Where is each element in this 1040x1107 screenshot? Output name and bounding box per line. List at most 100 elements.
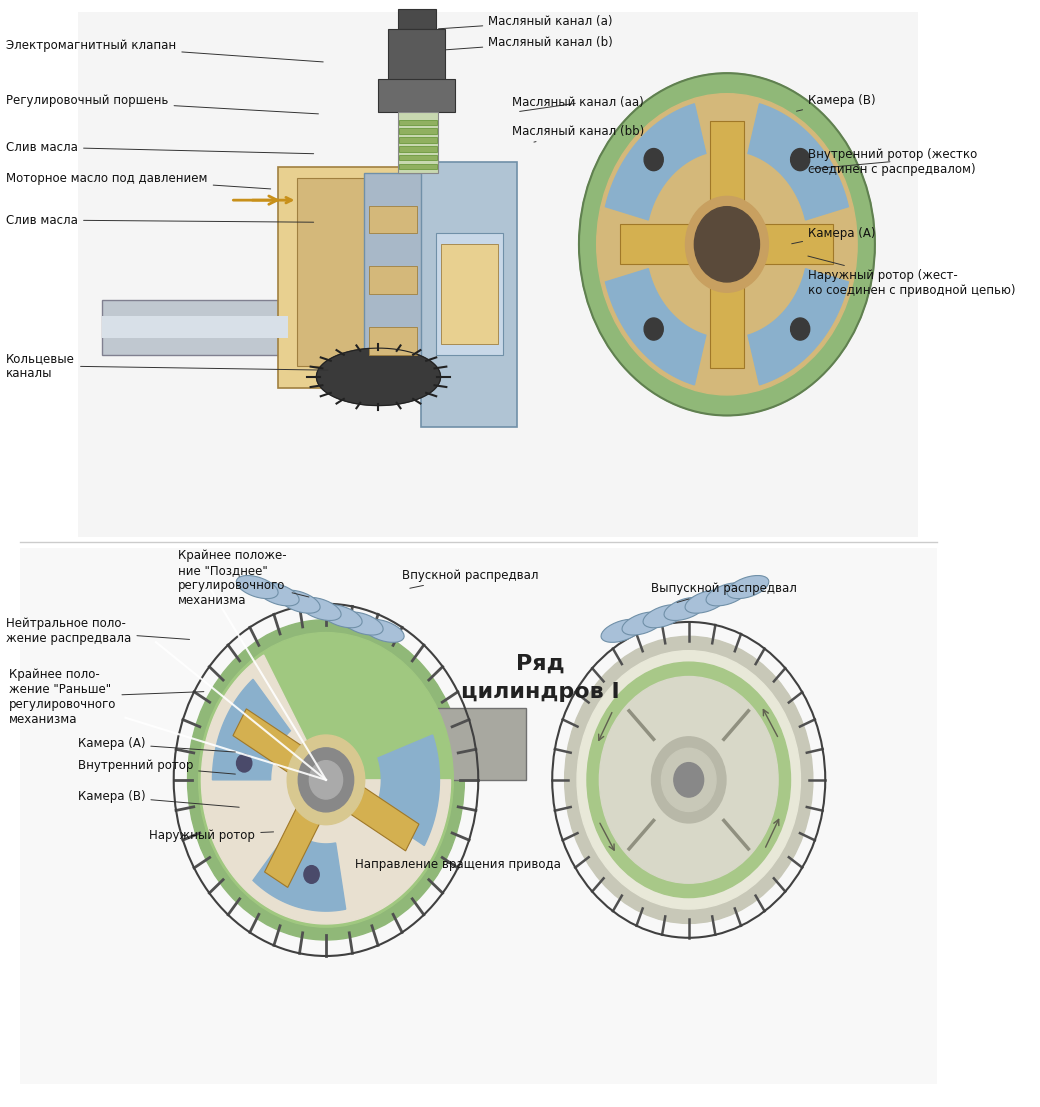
Text: Масляный канал (bb): Масляный канал (bb): [512, 125, 645, 142]
FancyBboxPatch shape: [388, 29, 445, 84]
FancyBboxPatch shape: [102, 300, 288, 354]
Text: Камера (В): Камера (В): [797, 94, 876, 111]
FancyBboxPatch shape: [398, 120, 437, 125]
Ellipse shape: [279, 590, 320, 613]
Circle shape: [685, 196, 769, 292]
Text: Камера (А): Камера (А): [78, 737, 235, 752]
Ellipse shape: [341, 612, 383, 635]
Polygon shape: [374, 735, 440, 846]
Polygon shape: [233, 708, 320, 785]
Circle shape: [587, 662, 790, 898]
FancyBboxPatch shape: [21, 548, 937, 1084]
Circle shape: [661, 748, 717, 811]
FancyBboxPatch shape: [102, 317, 288, 338]
FancyBboxPatch shape: [398, 155, 437, 161]
Polygon shape: [253, 829, 345, 911]
FancyBboxPatch shape: [369, 267, 417, 294]
Text: Регулировочный поршень: Регулировочный поршень: [6, 94, 318, 114]
Text: Электромагнитный клапан: Электромагнитный клапан: [6, 39, 323, 62]
Circle shape: [287, 735, 365, 825]
Circle shape: [565, 637, 813, 923]
Polygon shape: [605, 104, 706, 220]
Text: Наружный ротор (жест-
ко соединен с приводной цепью): Наружный ротор (жест- ко соединен с прив…: [808, 256, 1016, 297]
Ellipse shape: [643, 604, 684, 628]
Text: Крайнее поло-
жение "Раньше"
регулировочного
механизма: Крайнее поло- жение "Раньше" регулировоч…: [9, 668, 204, 726]
Circle shape: [644, 318, 664, 340]
Circle shape: [199, 632, 453, 928]
FancyBboxPatch shape: [398, 146, 437, 152]
FancyBboxPatch shape: [397, 9, 436, 29]
Ellipse shape: [300, 598, 341, 621]
Ellipse shape: [622, 612, 664, 635]
Circle shape: [644, 148, 664, 170]
Text: Впускной распредвал: Впускной распредвал: [402, 569, 539, 588]
Ellipse shape: [362, 619, 405, 642]
Text: Кольцевые
каналы: Кольцевые каналы: [6, 352, 328, 380]
FancyBboxPatch shape: [398, 137, 437, 143]
Polygon shape: [605, 269, 706, 385]
Circle shape: [790, 318, 810, 340]
FancyBboxPatch shape: [517, 68, 727, 421]
FancyBboxPatch shape: [397, 112, 438, 173]
Circle shape: [651, 737, 726, 823]
Text: Нейтральное поло-
жение распредвала: Нейтральное поло- жение распредвала: [6, 617, 189, 644]
Ellipse shape: [706, 582, 748, 606]
Ellipse shape: [257, 582, 300, 606]
Text: цилиндров I: цилиндров I: [462, 682, 620, 702]
Ellipse shape: [685, 590, 727, 613]
Text: Камера (А): Камера (А): [791, 227, 876, 244]
Text: Наружный ротор: Наружный ротор: [150, 828, 274, 841]
Polygon shape: [212, 680, 290, 779]
FancyBboxPatch shape: [78, 12, 918, 537]
FancyBboxPatch shape: [369, 206, 417, 234]
Text: Слив масла: Слив масла: [6, 214, 314, 227]
Circle shape: [579, 73, 875, 415]
Ellipse shape: [665, 598, 706, 621]
FancyBboxPatch shape: [441, 245, 498, 343]
Circle shape: [309, 761, 342, 799]
FancyBboxPatch shape: [412, 708, 526, 779]
Text: Камера (В): Камера (В): [78, 790, 239, 807]
FancyArrowPatch shape: [233, 196, 277, 205]
Circle shape: [599, 676, 778, 883]
Circle shape: [695, 207, 759, 282]
Ellipse shape: [236, 576, 278, 599]
Text: Направление вращения привода: Направление вращения привода: [355, 858, 561, 871]
FancyBboxPatch shape: [364, 173, 421, 382]
FancyBboxPatch shape: [398, 164, 437, 169]
Circle shape: [298, 748, 354, 811]
FancyBboxPatch shape: [379, 79, 454, 112]
FancyBboxPatch shape: [369, 328, 417, 354]
Polygon shape: [746, 225, 833, 265]
Circle shape: [187, 620, 465, 940]
FancyBboxPatch shape: [421, 162, 517, 426]
Circle shape: [236, 754, 252, 772]
Circle shape: [597, 94, 857, 395]
Text: Моторное масло под давлением: Моторное масло под давлением: [6, 172, 270, 189]
Polygon shape: [264, 786, 331, 888]
FancyBboxPatch shape: [436, 234, 502, 354]
Text: Слив масла: Слив масла: [6, 141, 314, 154]
Text: Внутренний ротор: Внутренний ротор: [78, 759, 235, 774]
Polygon shape: [202, 655, 450, 924]
Circle shape: [674, 763, 704, 797]
FancyBboxPatch shape: [398, 128, 437, 134]
Circle shape: [577, 651, 801, 909]
Text: Внутренний ротор (жестко
соединен с распредвалом): Внутренний ротор (жестко соединен с расп…: [808, 147, 978, 176]
Polygon shape: [709, 121, 744, 223]
Polygon shape: [316, 348, 441, 405]
Text: Масляный канал (aa): Масляный канал (aa): [512, 96, 644, 112]
Polygon shape: [748, 269, 849, 385]
Circle shape: [790, 148, 810, 170]
Polygon shape: [332, 775, 419, 851]
Text: Ряд: Ряд: [517, 654, 565, 674]
Text: Выпускной распредвал: Выпускной распредвал: [651, 582, 797, 602]
Polygon shape: [621, 225, 708, 265]
Ellipse shape: [320, 604, 362, 628]
FancyBboxPatch shape: [279, 167, 498, 387]
Polygon shape: [709, 267, 744, 368]
FancyBboxPatch shape: [297, 178, 373, 365]
Polygon shape: [748, 104, 849, 220]
Text: Крайнее положе-
ние "Позднее"
регулировочного
механизма: Крайнее положе- ние "Позднее" регулирово…: [178, 549, 309, 607]
Text: Масляный канал (b): Масляный канал (b): [446, 35, 613, 50]
